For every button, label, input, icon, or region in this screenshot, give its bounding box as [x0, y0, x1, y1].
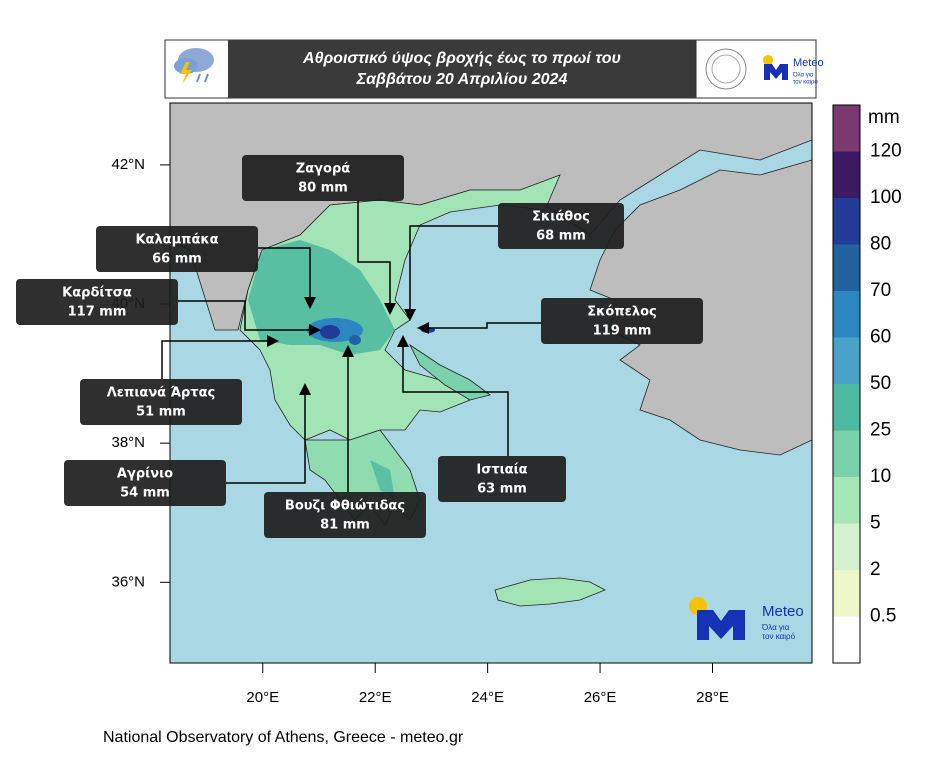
lon-tick-label: 22°E [359, 689, 392, 706]
annotation-box [16, 279, 178, 325]
annotation-box [80, 379, 242, 425]
colorbar-box [833, 337, 860, 384]
colorbar-box [833, 477, 860, 524]
colorbar-label: 5 [870, 513, 881, 534]
leader-line [417, 322, 541, 334]
colorbar-label: 50 [870, 373, 891, 394]
logo-slogan: τον καιρό [762, 632, 796, 641]
lon-tick-label: 28°E [696, 689, 729, 706]
annotation-name: Σκιάθος [532, 210, 590, 225]
annotation-rainfall: 54 mm [120, 486, 170, 501]
leader-line [161, 335, 279, 379]
annotation-name: Καλαμπάκα [135, 233, 218, 248]
annotation-name: Ιστιαία [476, 463, 527, 478]
annotation-rainfall: 51 mm [136, 405, 186, 420]
annotation-name: Λεπιανά Άρτας [107, 386, 216, 401]
annotation-rainfall: 80 mm [298, 181, 348, 196]
annotation-box [541, 298, 703, 344]
colorbar-frame [832, 104, 861, 664]
colorbar-box [833, 105, 860, 152]
logo-frame [695, 39, 817, 99]
annotation-name: Βουζι Φθιώτιδας [285, 499, 405, 514]
logo-slogan: τον καιρό [793, 79, 818, 86]
seal-inner [711, 54, 741, 84]
annotation-rainfall: 63 mm [477, 482, 527, 497]
rain-zone [370, 460, 395, 500]
mainland-greece [239, 174, 561, 441]
lat-tick-label: 42°N [111, 156, 145, 173]
colorbar-label: 70 [870, 280, 891, 301]
lat-tick-label: 36°N [111, 573, 145, 590]
annotation-name: Ζαγορά [296, 162, 350, 177]
leader-line [258, 247, 316, 309]
leader-line [357, 200, 396, 315]
colorbar-box [833, 291, 860, 338]
annotation-rainfall: 81 mm [320, 518, 370, 533]
colorbar-label: 120 [870, 141, 902, 162]
annotation-box [498, 203, 624, 249]
lon-tick-label: 26°E [584, 689, 617, 706]
rain-peak [349, 335, 361, 345]
colorbar-box [833, 616, 860, 663]
colorbar-label: 100 [870, 187, 902, 208]
annotation-rainfall: 68 mm [536, 229, 586, 244]
colorbar-box [833, 384, 860, 431]
colorbar-box [833, 244, 860, 291]
lon-tick-label: 24°E [471, 689, 504, 706]
annotation-rainfall: 66 mm [152, 252, 202, 267]
annotation-box [64, 460, 226, 506]
annotation-box [242, 155, 404, 201]
header-band [228, 40, 696, 98]
header-logo: Meteo Όλα για τον καιρό [763, 55, 824, 86]
footer: National Observatory of Athens, Greece -… [103, 729, 464, 746]
colorbar-box [833, 430, 860, 477]
evia [408, 343, 491, 401]
colorbar-label: 80 [870, 234, 891, 255]
logo-name: Meteo [793, 57, 824, 69]
annotation-name: Αγρίνιο [117, 467, 173, 482]
colorbar-label: 25 [870, 420, 891, 441]
logo-slogan: Όλα για [792, 73, 814, 79]
colorbar-box [833, 570, 860, 617]
annotation-box [438, 456, 566, 502]
colorbar-box [833, 198, 860, 245]
title-line: Σαββάτου 20 Απριλίου 2024 [356, 71, 568, 88]
logo-name: Meteo [762, 603, 804, 620]
leader-line [178, 300, 321, 336]
title-line: Αθροιστικό ύψος βροχής έως το πρωί του [302, 50, 621, 67]
lon-tick-label: 20°E [246, 689, 279, 706]
map-logo: Meteo Όλα για τον καιρό [689, 597, 804, 641]
colorbar-label: 2 [870, 559, 881, 580]
annotation-box [264, 492, 426, 538]
annotation-rainfall: 119 mm [593, 324, 652, 339]
leader-line [404, 225, 498, 321]
leader-line [226, 383, 311, 484]
colorbar-box [833, 151, 860, 198]
annotation-rainfall: 117 mm [68, 305, 127, 320]
rain-peak [320, 325, 340, 339]
annotation-name: Σκόπελος [587, 305, 656, 320]
crete [494, 577, 606, 607]
colorbar-label: 60 [870, 327, 891, 348]
colorbar-box [833, 523, 860, 570]
annotation-box [96, 226, 258, 272]
colorbar-label: 10 [870, 466, 891, 487]
logo-slogan: Όλα για [761, 623, 790, 632]
lat-tick-label: 38°N [111, 434, 145, 451]
leader-line [397, 335, 509, 456]
weather-icon [174, 48, 214, 84]
annotation-name: Καρδίτσα [62, 286, 132, 301]
colorbar-label: 0.5 [870, 606, 896, 627]
colorbar-unit: mm [868, 107, 900, 128]
